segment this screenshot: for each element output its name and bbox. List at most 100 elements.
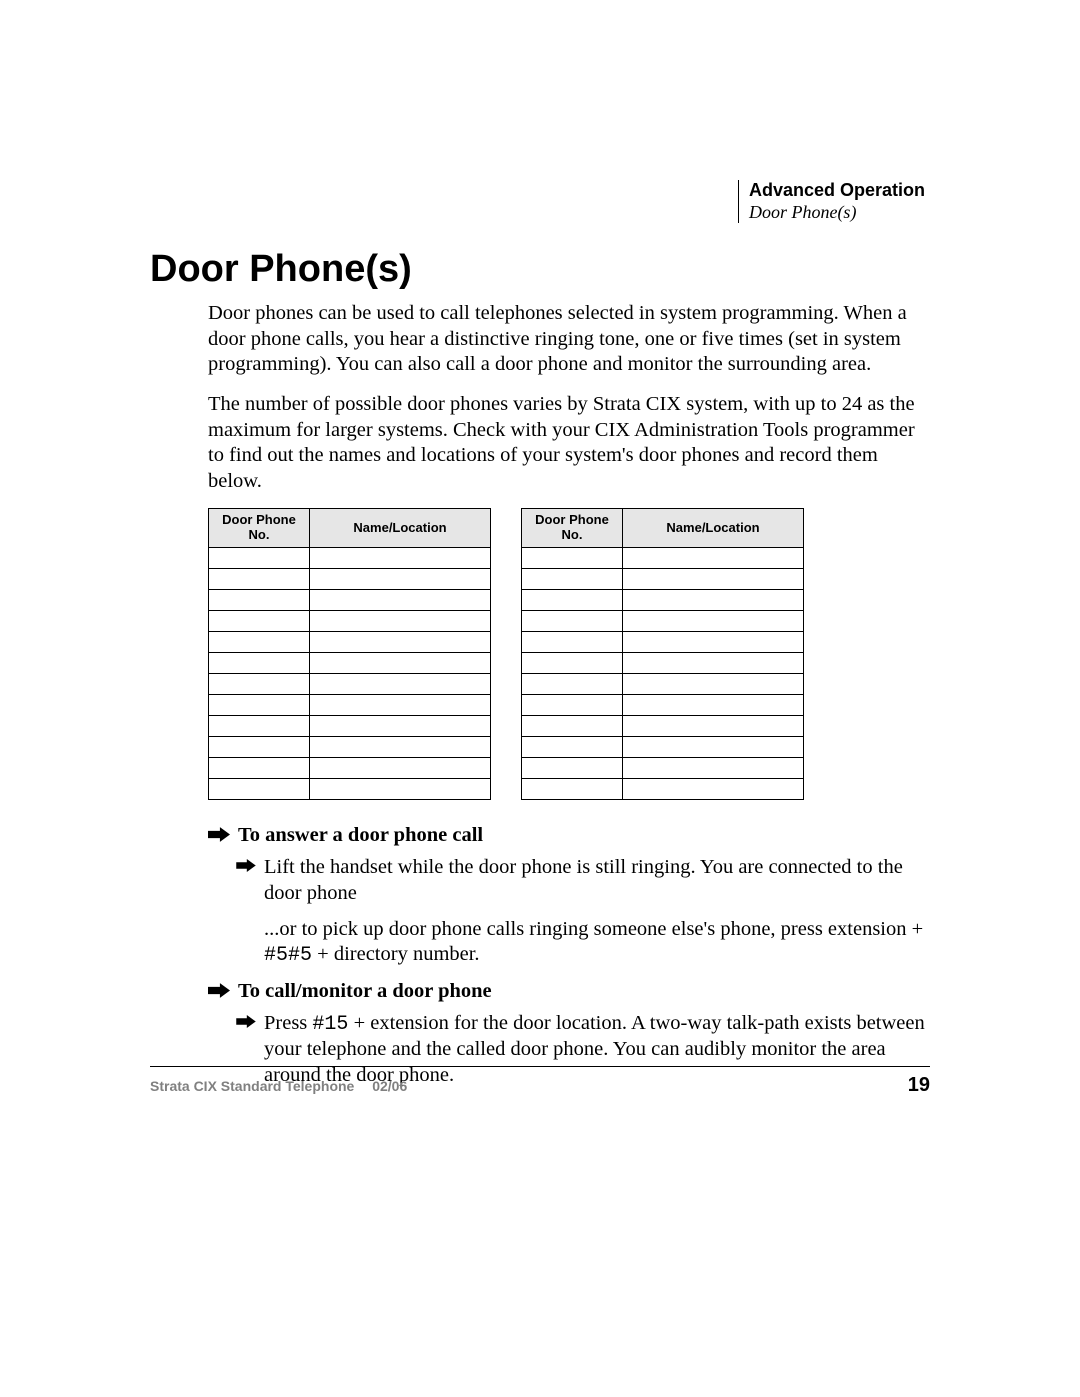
table-cell-name	[623, 737, 804, 758]
table-cell-name	[310, 674, 491, 695]
arrow-icon	[208, 983, 230, 998]
table-row	[209, 695, 491, 716]
intro-paragraph-1: Door phones can be used to call telephon…	[208, 301, 930, 378]
table-cell-no	[522, 779, 623, 800]
door-phone-table-left: Door PhoneNo. Name/Location	[208, 508, 491, 800]
table-row	[522, 737, 804, 758]
table-cell-no	[209, 695, 310, 716]
table-cell-name	[623, 569, 804, 590]
table-cell-no	[522, 569, 623, 590]
table-cell-no	[209, 569, 310, 590]
table-row	[522, 590, 804, 611]
table-row	[522, 569, 804, 590]
table-cell-no	[522, 632, 623, 653]
table-cell-no	[522, 716, 623, 737]
table-row	[209, 632, 491, 653]
header-chapter: Advanced Operation	[749, 180, 925, 202]
table-cell-no	[209, 632, 310, 653]
table-cell-no	[522, 653, 623, 674]
table-cell-no	[209, 653, 310, 674]
table-cell-no	[209, 758, 310, 779]
table-row	[209, 758, 491, 779]
table-cell-name	[310, 548, 491, 569]
table-cell-no	[209, 590, 310, 611]
procedure-step-text: Lift the handset while the door phone is…	[264, 855, 930, 906]
table-cell-name	[310, 758, 491, 779]
table-cell-no	[209, 737, 310, 758]
table-cell-name	[310, 779, 491, 800]
table-cell-name	[623, 548, 804, 569]
table-row	[209, 653, 491, 674]
table-row	[209, 548, 491, 569]
header-section: Door Phone(s)	[749, 202, 925, 224]
table-body-right	[522, 548, 804, 800]
door-phone-tables: Door PhoneNo. Name/Location Door PhoneNo…	[208, 508, 930, 800]
table-cell-name	[623, 653, 804, 674]
table-row	[522, 653, 804, 674]
table-row	[522, 548, 804, 569]
table-header-no: Door PhoneNo.	[209, 509, 310, 548]
running-header: Advanced Operation Door Phone(s)	[738, 180, 925, 223]
table-body-left	[209, 548, 491, 800]
table-row	[522, 695, 804, 716]
footer-rule	[150, 1066, 930, 1067]
table-row	[209, 674, 491, 695]
procedure-step-text: ...or to pick up door phone calls ringin…	[264, 917, 930, 969]
table-cell-name	[623, 716, 804, 737]
table-row	[209, 611, 491, 632]
table-cell-no	[522, 695, 623, 716]
table-row	[522, 716, 804, 737]
table-header-no: Door PhoneNo.	[522, 509, 623, 548]
table-cell-no	[209, 611, 310, 632]
table-cell-no	[522, 758, 623, 779]
table-header-name: Name/Location	[623, 509, 804, 548]
table-cell-no	[522, 548, 623, 569]
table-cell-no	[209, 779, 310, 800]
procedure-step: ...or to pick up door phone calls ringin…	[236, 917, 930, 969]
page-title: Door Phone(s)	[150, 248, 930, 291]
table-cell-name	[623, 779, 804, 800]
arrow-icon	[236, 1015, 256, 1028]
table-cell-name	[310, 632, 491, 653]
arrow-icon	[236, 859, 256, 872]
table-cell-name	[310, 737, 491, 758]
table-row	[522, 611, 804, 632]
table-cell-name	[310, 653, 491, 674]
door-phone-table-right: Door PhoneNo. Name/Location	[521, 508, 804, 800]
table-row	[209, 590, 491, 611]
content-area: Door Phone(s) Door phones can be used to…	[150, 248, 930, 1098]
table-cell-name	[310, 569, 491, 590]
procedure-step: Lift the handset while the door phone is…	[236, 855, 930, 906]
table-cell-name	[623, 758, 804, 779]
table-cell-name	[623, 632, 804, 653]
table-row	[522, 758, 804, 779]
table-row	[209, 569, 491, 590]
table-cell-name	[623, 695, 804, 716]
table-cell-no	[522, 737, 623, 758]
procedure-heading-text: To answer a door phone call	[238, 824, 483, 847]
table-cell-no	[209, 548, 310, 569]
table-cell-name	[310, 611, 491, 632]
page-footer: Strata CIX Standard Telephone 02/06 19	[150, 1074, 930, 1097]
table-header-name: Name/Location	[310, 509, 491, 548]
procedure-heading-text: To call/monitor a door phone	[238, 980, 492, 1003]
intro-paragraph-2: The number of possible door phones varie…	[208, 392, 930, 495]
table-cell-name	[310, 590, 491, 611]
procedure-heading-answer: To answer a door phone call	[208, 824, 930, 847]
table-row	[209, 779, 491, 800]
table-row	[209, 737, 491, 758]
table-cell-name	[623, 674, 804, 695]
table-cell-name	[310, 695, 491, 716]
procedure-heading-call: To call/monitor a door phone	[208, 980, 930, 1003]
table-cell-no	[522, 674, 623, 695]
arrow-icon	[208, 827, 230, 842]
table-cell-no	[209, 716, 310, 737]
table-cell-no	[522, 611, 623, 632]
table-row	[522, 779, 804, 800]
table-cell-name	[623, 611, 804, 632]
footer-doc-title: Strata CIX Standard Telephone 02/06	[150, 1078, 407, 1094]
footer-page-number: 19	[908, 1074, 930, 1097]
table-cell-no	[209, 674, 310, 695]
table-row	[522, 674, 804, 695]
page: Advanced Operation Door Phone(s) Door Ph…	[0, 0, 1080, 1397]
